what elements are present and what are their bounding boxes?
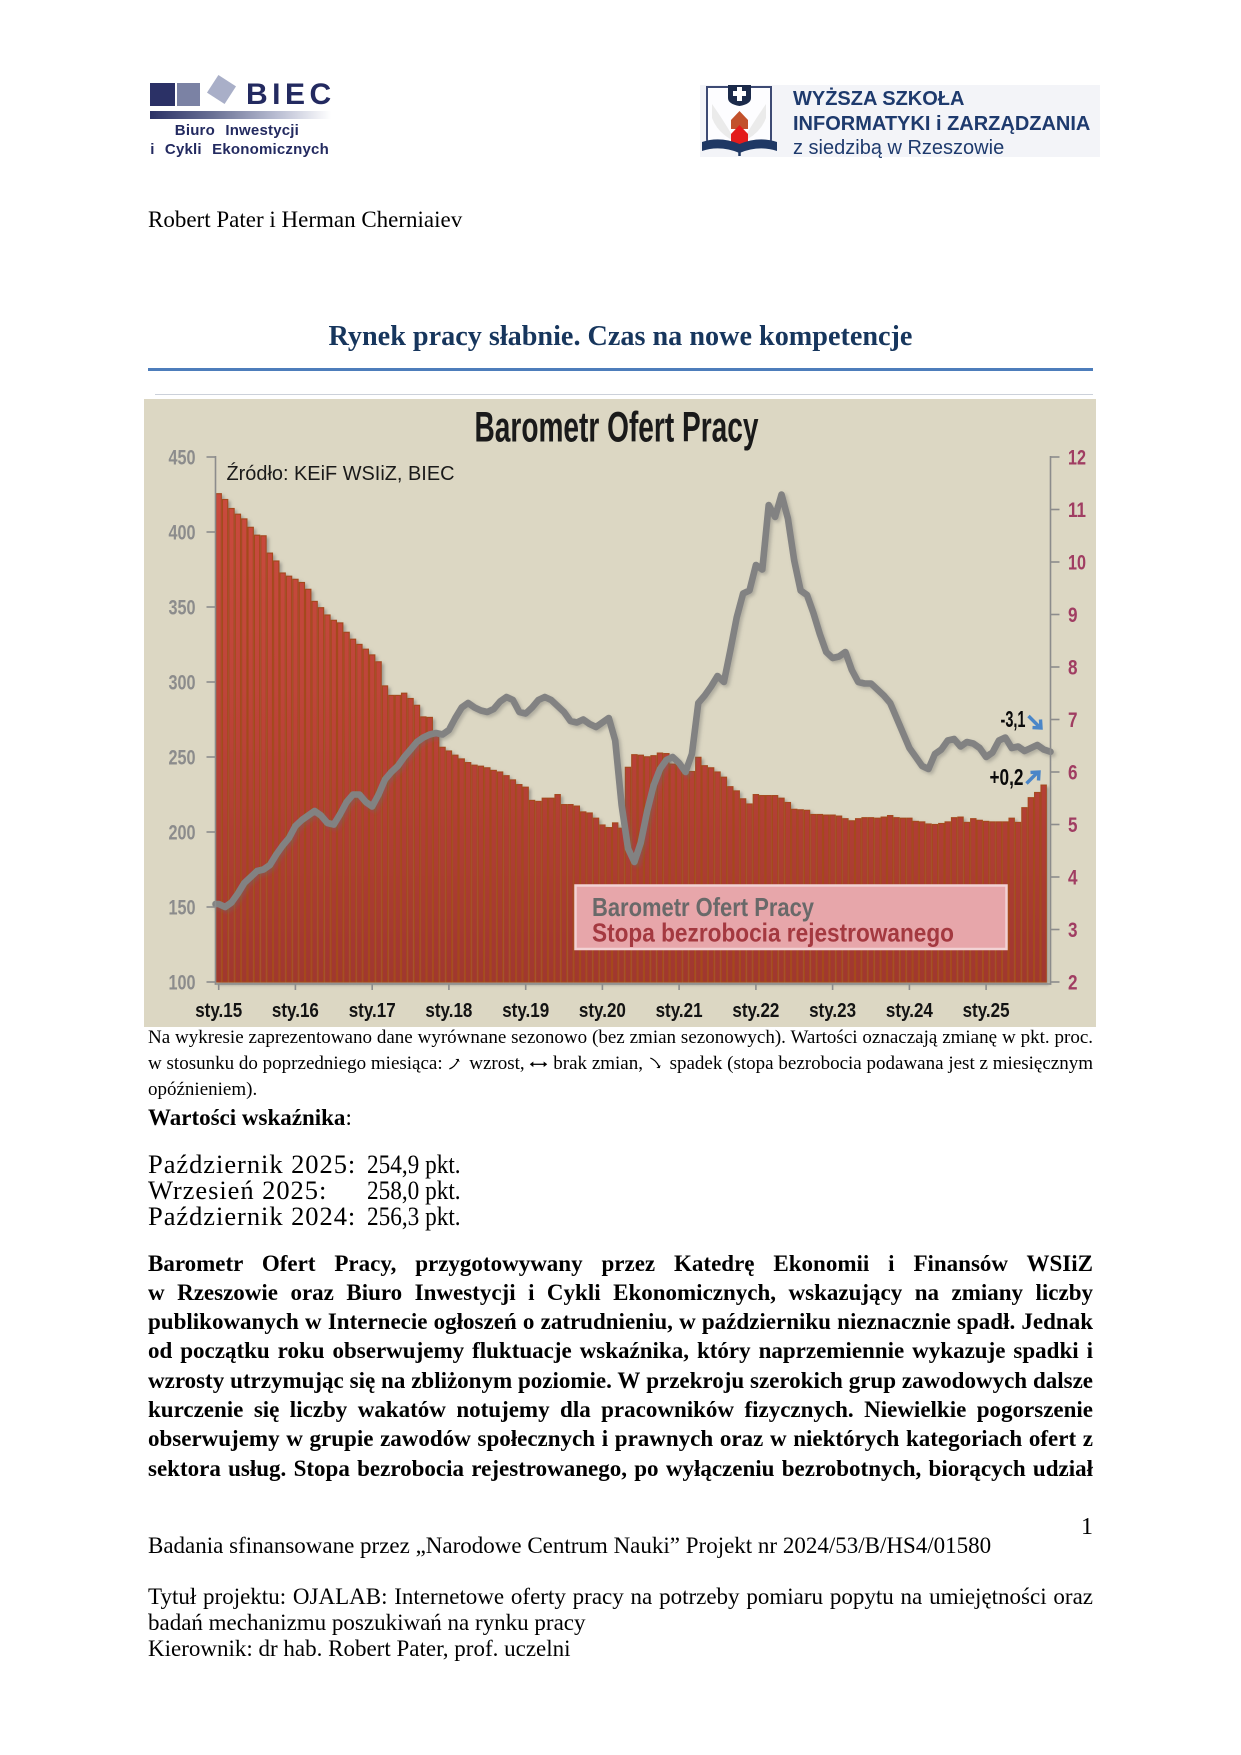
svg-text:sty.20: sty.20 [579,1000,626,1022]
svg-text:Barometr Ofert Pracy: Barometr Ofert Pracy [592,892,814,922]
svg-text:+0,2: +0,2 [990,764,1024,790]
svg-text:sty.25: sty.25 [963,1000,1010,1022]
svg-text:350: 350 [169,597,196,620]
svg-text:sty.23: sty.23 [809,1000,856,1022]
svg-text:3: 3 [1068,919,1078,942]
svg-text:100: 100 [169,972,196,995]
svg-text:10: 10 [1068,552,1086,575]
svg-text:450: 450 [169,447,196,470]
svg-text:sty.22: sty.22 [732,1000,779,1022]
svg-text:-3,1: -3,1 [1001,706,1026,732]
svg-text:sty.17: sty.17 [349,1000,396,1022]
svg-text:Źródło: KEiF WSIiZ, BIEC: Źródło: KEiF WSIiZ, BIEC [227,462,455,485]
svg-text:300: 300 [169,672,196,695]
svg-text:7: 7 [1068,709,1078,732]
svg-text:sty.18: sty.18 [425,1000,472,1022]
svg-text:5: 5 [1068,814,1078,837]
svg-text:Barometr Ofert Pracy: Barometr Ofert Pracy [475,404,759,452]
svg-text:4: 4 [1068,867,1078,890]
svg-text:11: 11 [1068,499,1086,522]
svg-text:Stopa bezrobocia rejestrowaneg: Stopa bezrobocia rejestrowanego [592,918,954,948]
svg-text:150: 150 [169,897,196,920]
svg-text:9: 9 [1068,604,1078,627]
svg-text:sty.21: sty.21 [656,1000,703,1022]
svg-text:6: 6 [1068,762,1078,785]
svg-text:400: 400 [169,522,196,545]
svg-text:12: 12 [1068,447,1086,470]
svg-text:sty.24: sty.24 [886,1000,934,1022]
svg-text:2: 2 [1068,972,1078,995]
svg-text:8: 8 [1068,657,1078,680]
svg-text:200: 200 [169,822,196,845]
svg-text:sty.16: sty.16 [272,1000,319,1022]
svg-text:sty.15: sty.15 [195,1000,242,1022]
svg-text:sty.19: sty.19 [502,1000,549,1022]
svg-text:250: 250 [169,747,196,770]
